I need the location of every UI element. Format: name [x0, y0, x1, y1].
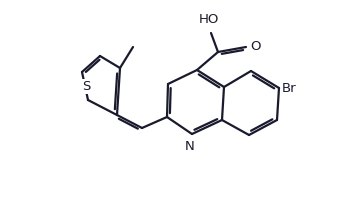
Text: S: S [82, 80, 90, 93]
Text: HO: HO [199, 13, 219, 26]
Text: O: O [250, 40, 261, 53]
Text: Br: Br [282, 81, 297, 95]
Text: N: N [185, 140, 195, 153]
